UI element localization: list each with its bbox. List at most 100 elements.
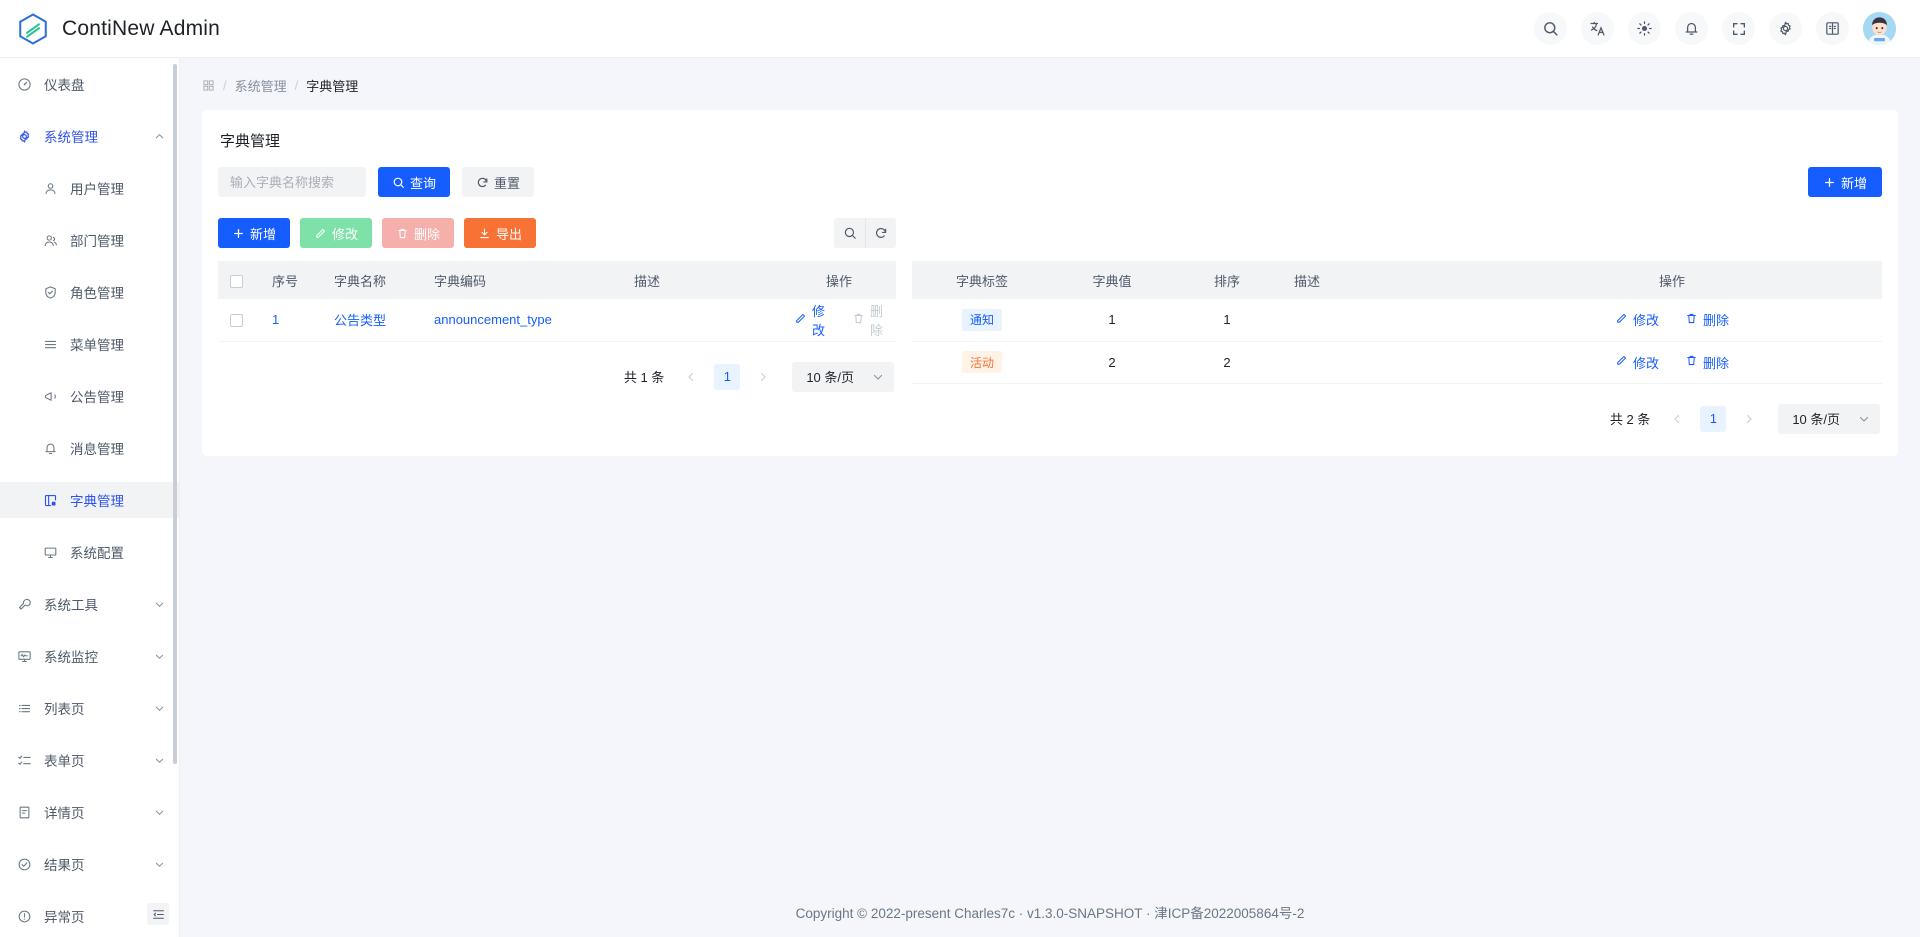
- row-dict-code[interactable]: announcement_type: [422, 299, 622, 342]
- chevron-down-icon: [1858, 413, 1870, 425]
- row-edit-label: 修改: [1632, 313, 1659, 329]
- row-delete-button[interactable]: 删除: [852, 301, 884, 339]
- row-edit-button[interactable]: 修改: [794, 301, 826, 339]
- brand[interactable]: ContiNew Admin: [16, 12, 220, 46]
- dictionary-list-panel: 新增 修改: [218, 217, 896, 392]
- breadcrumb-item-dictionary: 字典管理: [306, 78, 359, 94]
- add-dict-item-button[interactable]: 新增: [1807, 167, 1882, 197]
- users-icon: [42, 232, 58, 248]
- search-icon[interactable]: [1534, 12, 1567, 45]
- gear-icon[interactable]: [1769, 12, 1802, 45]
- sidebar-item-detail-pages[interactable]: 详情页: [0, 794, 179, 830]
- dictionary-item-panel: 字典标签 字典值 排序 描述 操作: [912, 217, 1882, 434]
- dictionary-table: 序号 字典名称 字典编码 描述 操作: [218, 261, 896, 342]
- table-row[interactable]: 活动 2 2: [912, 341, 1882, 384]
- sidebar-item-message-management[interactable]: 消息管理: [0, 430, 179, 466]
- apps-grid-icon[interactable]: [202, 79, 215, 92]
- right-page-size-select[interactable]: 10 条/页: [1778, 403, 1880, 434]
- dictionary-icon: [42, 492, 58, 508]
- row-sort: 1: [1172, 299, 1282, 342]
- bell-icon[interactable]: [1675, 12, 1708, 45]
- create-button[interactable]: 新增: [218, 218, 291, 248]
- sidebar-item-menu-management[interactable]: 菜单管理: [0, 326, 179, 362]
- row-checkbox[interactable]: [230, 314, 243, 328]
- sidebar-item-label: 用户管理: [70, 182, 124, 197]
- breadcrumb-item-system[interactable]: 系统管理: [234, 78, 287, 94]
- exclamation-circle-icon: [16, 908, 32, 924]
- refresh-icon: [476, 176, 489, 189]
- reset-button[interactable]: 重置: [462, 167, 535, 197]
- chevron-right-icon[interactable]: [750, 364, 776, 390]
- query-button[interactable]: 查询: [378, 167, 451, 197]
- row-delete-button[interactable]: 删除: [1685, 310, 1729, 329]
- sidebar-item-system-management[interactable]: 系统管理: [0, 118, 179, 154]
- chevron-down-icon: [154, 807, 165, 818]
- sidebar-item-dictionary-management[interactable]: 字典管理: [0, 482, 179, 518]
- table-header-row: 序号 字典名称 字典编码 描述 操作: [218, 261, 896, 299]
- column-description: 描述: [622, 261, 782, 299]
- chevron-left-icon[interactable]: [678, 364, 704, 390]
- chevron-left-icon[interactable]: [1664, 406, 1690, 432]
- sidebar-item-label: 列表页: [44, 702, 85, 717]
- row-delete-label: 删除: [1703, 355, 1730, 371]
- pencil-icon: [314, 227, 327, 240]
- row-delete-button[interactable]: 删除: [1685, 353, 1729, 372]
- refresh-icon[interactable]: [865, 218, 896, 248]
- left-page-1[interactable]: 1: [714, 363, 741, 390]
- select-all-checkbox[interactable]: [230, 274, 243, 288]
- sidebar-item-label: 部门管理: [70, 234, 124, 249]
- chevron-right-icon[interactable]: [1736, 406, 1762, 432]
- column-dict-value: 字典值: [1052, 261, 1172, 299]
- sidebar-item-system-config[interactable]: 系统配置: [0, 534, 179, 570]
- chevron-up-icon: [154, 131, 165, 142]
- sidebar-item-department-management[interactable]: 部门管理: [0, 222, 179, 258]
- sidebar-item-dashboard[interactable]: 仪表盘: [0, 66, 179, 102]
- pencil-icon: [1615, 312, 1628, 328]
- collapse-sidebar-icon[interactable]: [147, 903, 169, 925]
- edit-button[interactable]: 修改: [300, 218, 373, 248]
- search-icon: [392, 176, 405, 189]
- sidebar-scrollbar[interactable]: [173, 64, 178, 931]
- sidebar-item-role-management[interactable]: 角色管理: [0, 274, 179, 310]
- table-row[interactable]: 1 公告类型 announcement_type: [218, 299, 896, 342]
- table-tool-icon-group: [834, 218, 896, 248]
- sidebar-item-user-management[interactable]: 用户管理: [0, 170, 179, 206]
- status-badge: 通知: [961, 308, 1002, 331]
- table-row[interactable]: 通知 1 1: [912, 299, 1882, 342]
- sidebar-item-form-pages[interactable]: 表单页: [0, 742, 179, 778]
- left-page-size-select[interactable]: 10 条/页: [792, 361, 894, 392]
- sidebar-item-system-monitor[interactable]: 系统监控: [0, 638, 179, 674]
- row-dict-name[interactable]: 公告类型: [322, 299, 422, 342]
- right-page-size-label: 10 条/页: [1792, 412, 1840, 427]
- row-actions: 修改 删除: [1474, 353, 1870, 372]
- book-icon[interactable]: [1816, 12, 1849, 45]
- sidebar-item-label: 角色管理: [70, 286, 124, 301]
- sidebar-item-label: 系统管理: [44, 130, 98, 145]
- right-page-1[interactable]: 1: [1700, 405, 1727, 432]
- row-edit-button[interactable]: 修改: [1615, 353, 1659, 372]
- sidebar-item-list-pages[interactable]: 列表页: [0, 690, 179, 726]
- sidebar-item-label: 消息管理: [70, 442, 124, 457]
- left-pagination: 共 1 条 1 10 条/页: [218, 361, 896, 392]
- chevron-down-icon: [154, 703, 165, 714]
- search-icon[interactable]: [834, 218, 865, 248]
- sidebar-item-result-pages[interactable]: 结果页: [0, 846, 179, 882]
- column-dict-label: 字典标签: [912, 261, 1052, 299]
- avatar[interactable]: [1863, 12, 1896, 45]
- row-edit-button[interactable]: 修改: [1615, 310, 1659, 329]
- export-button[interactable]: 导出: [464, 218, 537, 248]
- row-operations: 修改 删除: [1462, 299, 1882, 342]
- breadcrumb-separator: /: [223, 77, 227, 93]
- search-input[interactable]: [218, 167, 366, 197]
- translate-icon[interactable]: [1581, 12, 1614, 45]
- sidebar-item-announcement-management[interactable]: 公告管理: [0, 378, 179, 414]
- plus-icon: [232, 227, 245, 240]
- fullscreen-icon[interactable]: [1722, 12, 1755, 45]
- sidebar-scrollbar-thumb[interactable]: [173, 64, 177, 764]
- trash-icon: [1685, 312, 1698, 328]
- delete-button[interactable]: 删除: [382, 218, 455, 248]
- edit-button-label: 修改: [332, 226, 359, 242]
- sidebar-item-system-tools[interactable]: 系统工具: [0, 586, 179, 622]
- theme-sun-icon[interactable]: [1628, 12, 1661, 45]
